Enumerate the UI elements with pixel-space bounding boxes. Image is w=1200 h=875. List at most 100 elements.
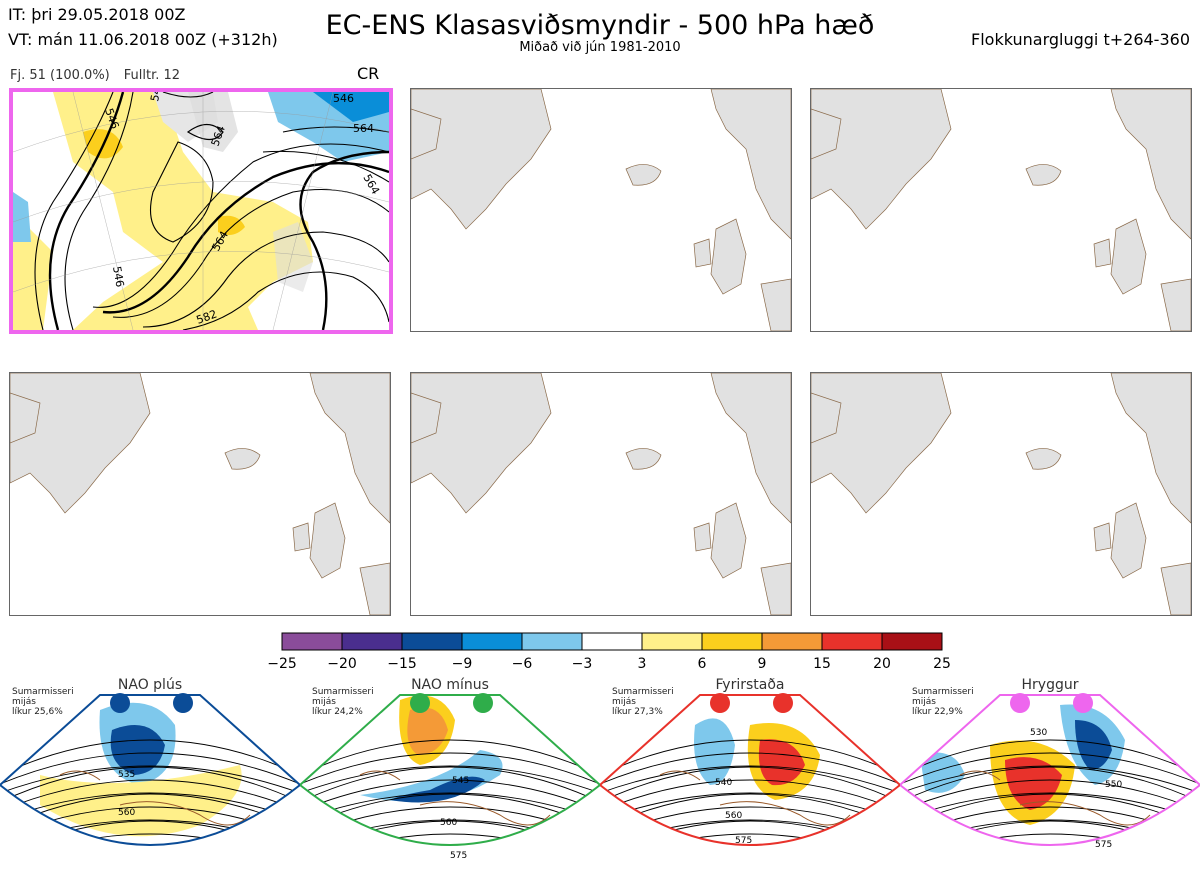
regime-contour-label: 530 (1030, 728, 1047, 738)
anomaly-fill (758, 739, 805, 786)
regime-contour-label: 535 (118, 770, 135, 780)
land-shape (359, 562, 390, 615)
page-subtitle: Miðað við jún 1981-2010 (519, 40, 681, 55)
cluster-map-1[interactable]: 546 546 564 564 546 564 582 546 564 (9, 88, 393, 334)
regime-name: NAO plús (117, 677, 183, 693)
land-shape (1025, 164, 1062, 186)
colorbar-segment (461, 632, 523, 651)
regime-marker-right (473, 693, 493, 713)
colorbar-segment (581, 632, 643, 651)
height-contour (600, 847, 900, 871)
anomaly-fill (110, 725, 165, 775)
regime-contour-label: 550 (1105, 780, 1122, 790)
regime-name: Hryggur (1021, 677, 1079, 693)
regime-marker-left (410, 693, 430, 713)
height-contour (900, 739, 1200, 776)
height-contour (900, 766, 1200, 803)
land-shape (693, 238, 712, 268)
height-contour (0, 833, 300, 845)
height-contour (300, 792, 600, 821)
colorbar-tick: −25 (267, 656, 297, 672)
height-contour (600, 752, 900, 785)
height-contour (900, 847, 1200, 871)
regime-contour-label: 560 (725, 811, 742, 821)
regime-marker-right (1073, 693, 1093, 713)
regime-contour-label: 575 (735, 836, 752, 846)
land-shape (10, 373, 151, 514)
basemap (411, 89, 791, 331)
land-shape (1160, 278, 1191, 331)
regime-marker-left (710, 693, 730, 713)
classification-window: Flokkunargluggi t+264-360 (971, 30, 1190, 49)
height-contour (300, 739, 600, 776)
regime-note: Sumarmisseri mijás líkur 24,2% (312, 687, 374, 717)
land-shape (1110, 373, 1191, 524)
colorbar (281, 632, 943, 651)
land-shape (411, 392, 442, 444)
height-contour (300, 752, 600, 785)
land-shape (710, 218, 747, 295)
colorbar-tick: −3 (571, 656, 593, 672)
regime-note: Sumarmisseri mijás líkur 22,9% (912, 687, 974, 717)
cluster-map-5[interactable] (410, 372, 792, 616)
height-contour (0, 765, 300, 794)
height-contour (900, 779, 1200, 812)
height-contour (0, 752, 300, 785)
height-contour (0, 739, 300, 776)
height-contour (600, 739, 900, 776)
regime-ridge[interactable]: 530 550 575 Hryggur Sumarmisseri mijás líkur… (898, 675, 1200, 871)
land-shape (1160, 562, 1191, 615)
coastline (359, 770, 551, 826)
land-shape (760, 278, 791, 331)
colorbar-segment (881, 632, 943, 651)
height-contour (900, 752, 1200, 785)
regime-nao-plus[interactable]: 535 560 NAO plús Sumarmisseri mijás líkur 2… (0, 675, 302, 871)
regime-name: NAO mínus (411, 677, 489, 693)
coastline (959, 770, 1151, 826)
anomaly-fill (407, 707, 448, 755)
regime-nao-minus[interactable]: 545 560 575 NAO mínus Sumarmisseri mijás lík… (298, 675, 602, 871)
land-shape (811, 392, 842, 444)
coastline (659, 770, 851, 826)
height-contour (0, 779, 300, 812)
height-contour (600, 765, 900, 794)
regime-contour-label: 560 (118, 808, 135, 818)
colorbar-tick: −15 (387, 656, 417, 672)
regime-contour-label: 575 (1095, 840, 1112, 850)
land-shape (309, 502, 346, 579)
land-shape (1110, 502, 1147, 579)
contour-label: 564 (353, 122, 374, 135)
land-shape (292, 522, 311, 552)
basemap (10, 373, 390, 615)
cluster-map-3[interactable] (810, 88, 1192, 332)
representative-member: Fulltr. 12 (123, 68, 181, 83)
cluster-map-2[interactable] (410, 88, 792, 332)
land-shape (224, 448, 261, 470)
land-shape (411, 373, 552, 514)
cluster-map-4[interactable] (9, 372, 391, 616)
regime-contour-label: 540 (715, 778, 732, 788)
land-shape (1110, 218, 1147, 295)
regime-frame (598, 694, 902, 846)
regime-frame (298, 694, 602, 846)
cluster-map-6[interactable] (810, 372, 1192, 616)
regime-contour-label: 545 (452, 776, 469, 786)
panel-meta: Fj. 51 (100.0%) Fulltr. 12 (10, 68, 194, 83)
basemap (411, 373, 791, 615)
regime-marker-left (1010, 693, 1030, 713)
regime-blocking[interactable]: 540 560 575 Fyrirstaða Sumarmisseri mijás lí… (598, 675, 902, 871)
colorbar-tick: 20 (873, 656, 891, 672)
land-shape (710, 373, 791, 524)
land-shape (760, 562, 791, 615)
land-shape (811, 373, 952, 514)
valid-time: VT: mán 11.06.2018 00Z (+312h) (8, 30, 278, 49)
land-shape (710, 502, 747, 579)
regime-contour-label: 575 (450, 851, 467, 861)
anomaly-fill (1075, 720, 1112, 770)
colorbar-segment (761, 632, 823, 651)
height-contour (600, 779, 900, 812)
basemap (811, 89, 1191, 331)
anomaly-fill (40, 765, 242, 837)
land-shape (411, 108, 442, 160)
contour-label: 546 (148, 92, 164, 103)
